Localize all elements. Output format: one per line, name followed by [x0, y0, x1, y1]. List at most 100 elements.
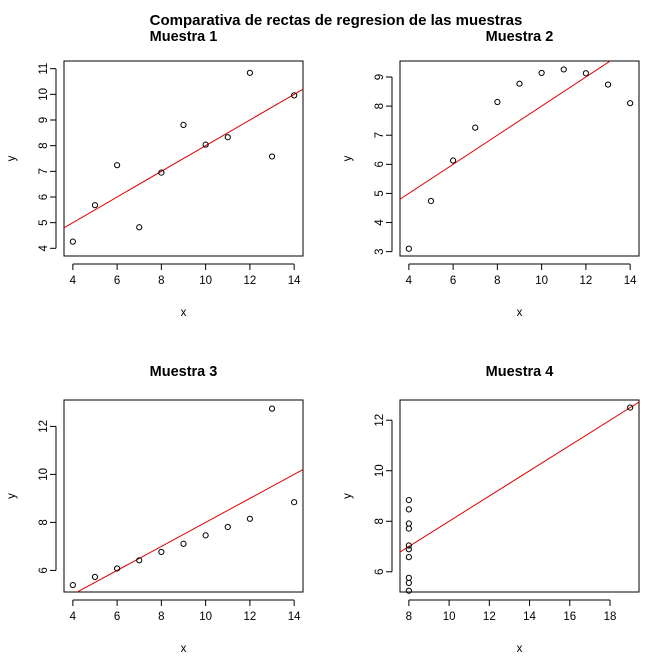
regression-line: [400, 61, 612, 200]
data-point: [405, 587, 412, 594]
x-tick-label: 12: [243, 275, 256, 287]
x-tick-label: 6: [450, 275, 456, 287]
data-point: [582, 70, 589, 77]
data-point: [69, 238, 76, 245]
panel-title: Muestra 1: [150, 29, 218, 45]
data-point: [405, 506, 412, 513]
y-tick-label: 6: [374, 161, 386, 167]
y-tick-label: 12: [38, 420, 50, 433]
figure-title: Comparativa de rectas de regresion de la…: [150, 12, 523, 29]
panel-3: Muestra 3 4 6 8 10 12 14 6 8 10 12 x y: [6, 364, 304, 655]
data-point: [224, 134, 231, 141]
data-point: [604, 81, 612, 88]
panel-title: Muestra 3: [150, 364, 218, 380]
data-point: [405, 496, 412, 504]
data-point: [291, 499, 298, 506]
regression-line: [400, 401, 639, 553]
x-tick-label: 8: [406, 611, 412, 623]
panel-2: Muestra 2 4 6 8 10 12 14 3 4 5 6 7 8 9 x y: [342, 29, 640, 319]
data-point: [246, 515, 253, 522]
y-tick-label: 4: [374, 219, 386, 226]
data-point: [158, 548, 165, 556]
x-tick-label: 18: [604, 611, 617, 623]
y-tick-label: 6: [38, 567, 50, 573]
x-tick-label: 14: [288, 611, 301, 623]
regression-line: [64, 88, 303, 229]
data-point: [224, 523, 231, 531]
data-point: [114, 565, 121, 572]
y-tick-label: 8: [38, 142, 50, 148]
data-point: [158, 169, 165, 176]
data-point: [405, 520, 412, 527]
data-point: [136, 557, 143, 564]
data-point: [91, 573, 99, 580]
data-point: [405, 525, 412, 532]
data-point: [450, 157, 457, 164]
data-point: [136, 224, 143, 231]
data-point: [627, 100, 634, 107]
data-point: [69, 581, 76, 589]
plot-frame: [63, 399, 304, 593]
data-point: [405, 579, 412, 587]
y-tick-label: 10: [38, 468, 50, 481]
data-point: [405, 245, 412, 252]
x-tick-label: 12: [579, 275, 592, 287]
data-point: [114, 162, 121, 169]
x-axis-label: x: [517, 643, 523, 655]
y-axis-label: y: [6, 493, 18, 499]
y-tick-label: 8: [374, 103, 386, 109]
y-axis-label: y: [342, 155, 354, 161]
y-tick-label: 9: [38, 117, 50, 123]
data-point: [494, 98, 501, 106]
y-tick-label: 7: [38, 168, 50, 174]
y-tick-label: 6: [38, 194, 50, 200]
data-point: [180, 540, 187, 547]
data-point: [202, 141, 209, 148]
x-tick-label: 8: [158, 275, 164, 287]
y-axis-label: y: [6, 155, 18, 161]
y-axis-label: y: [342, 493, 354, 499]
x-tick-label: 6: [114, 275, 120, 287]
y-tick-label: 7: [374, 132, 386, 138]
data-point: [516, 80, 523, 87]
data-point: [268, 153, 276, 160]
plot-frame: [63, 60, 304, 257]
x-tick-label: 8: [494, 275, 500, 287]
data-point: [246, 69, 253, 76]
data-point: [427, 197, 435, 205]
y-tick-label: 10: [374, 464, 386, 477]
data-point: [202, 532, 209, 539]
x-tick-label: 10: [199, 611, 212, 623]
x-tick-label: 16: [563, 611, 576, 623]
panel-1: Muestra 1 4 6 8 10 12 14 4 5 6 7 8 9 10 11 x y: [6, 29, 304, 319]
x-tick-label: 8: [158, 611, 164, 623]
regression-line: [76, 469, 303, 592]
data-point: [291, 92, 298, 99]
y-tick-label: 9: [374, 74, 386, 80]
data-point: [268, 405, 276, 412]
y-tick-label: 8: [38, 519, 50, 525]
x-tick-label: 14: [288, 275, 301, 287]
x-tick-label: 12: [243, 611, 256, 623]
y-tick-label: 11: [38, 63, 50, 75]
y-tick-label: 6: [374, 569, 386, 575]
panel-title: Muestra 4: [486, 364, 554, 380]
data-point: [405, 574, 412, 581]
data-point: [538, 69, 545, 77]
y-tick-label: 3: [374, 248, 386, 254]
x-tick-label: 14: [523, 611, 536, 623]
x-axis-label: x: [181, 643, 187, 655]
data-point: [472, 124, 479, 131]
plot-frame: [399, 399, 640, 593]
data-point: [405, 542, 412, 549]
y-tick-label: 12: [374, 414, 386, 427]
x-tick-label: 14: [624, 275, 637, 287]
x-tick-label: 10: [443, 611, 456, 623]
x-tick-label: 10: [199, 275, 212, 287]
y-tick-label: 10: [38, 88, 50, 101]
data-point: [91, 202, 99, 209]
y-tick-label: 4: [38, 245, 50, 252]
x-tick-label: 4: [70, 611, 77, 623]
panel-4: Muestra 4 8 10 12 14 16 18 6 8 10 12 x y: [342, 364, 640, 655]
